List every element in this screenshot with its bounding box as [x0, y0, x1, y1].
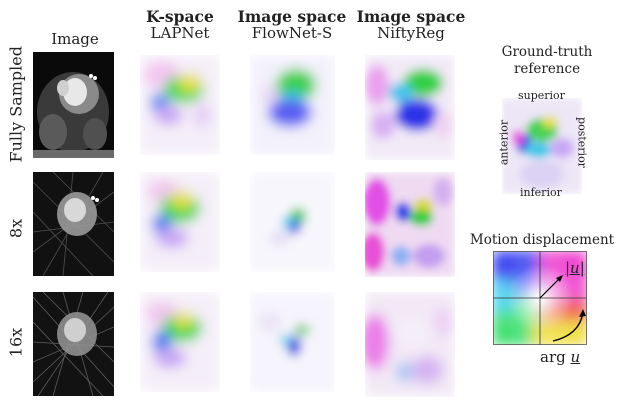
header-image: Image	[30, 31, 120, 48]
flow-niftyreg-8x	[365, 172, 455, 277]
flow-lapnet-full	[140, 55, 220, 155]
flow-flownet-full	[250, 55, 335, 155]
header-niftyreg: Image space NiftyReg	[352, 8, 470, 42]
header-flownet: Image space FlowNet-S	[233, 8, 351, 42]
row-label-8x: 8x	[6, 218, 26, 239]
label-anterior: anterior	[497, 119, 511, 166]
row-label-16x: 16x	[6, 327, 26, 358]
label-inferior: inferior	[520, 186, 562, 199]
motion-color-wheel	[493, 251, 587, 345]
ground-truth-title: Ground-truth reference	[482, 44, 612, 78]
header-flownet-subtitle: FlowNet-S	[251, 24, 333, 42]
flow-niftyreg-16x	[365, 292, 455, 397]
flow-flownet-8x	[250, 172, 335, 272]
ground-truth-flow	[502, 98, 582, 194]
legend-angle-var: u	[570, 348, 581, 366]
mri-image-8x	[33, 172, 114, 276]
legend-magnitude: |u|	[565, 259, 585, 277]
mri-image-full	[33, 52, 114, 158]
ground-truth-title-line2: reference	[513, 61, 581, 77]
header-lapnet-subtitle: LAPNet	[150, 24, 210, 42]
flow-niftyreg-full	[365, 55, 455, 160]
header-lapnet: K-space LAPNet	[130, 8, 230, 42]
header-niftyreg-subtitle: NiftyReg	[377, 24, 445, 42]
label-superior: superior	[518, 89, 565, 102]
header-niftyreg-title: Image space	[356, 7, 466, 26]
flow-lapnet-8x	[140, 172, 220, 272]
flow-lapnet-16x	[140, 292, 220, 392]
flow-flownet-16x	[250, 292, 335, 392]
mri-image-16x	[33, 292, 114, 396]
header-flownet-title: Image space	[237, 7, 347, 26]
ground-truth-title-line1: Ground-truth	[501, 44, 593, 60]
legend-angle: arg u	[540, 348, 580, 366]
header-image-subtitle: Image	[51, 30, 99, 48]
legend-title: Motion displacement	[469, 232, 615, 248]
legend-angle-prefix: arg	[540, 348, 566, 366]
label-posterior: posterior	[575, 117, 589, 168]
row-label-full: Fully Sampled	[6, 45, 26, 163]
legend-magnitude-text: |u|	[565, 259, 585, 277]
header-lapnet-title: K-space	[146, 7, 214, 26]
